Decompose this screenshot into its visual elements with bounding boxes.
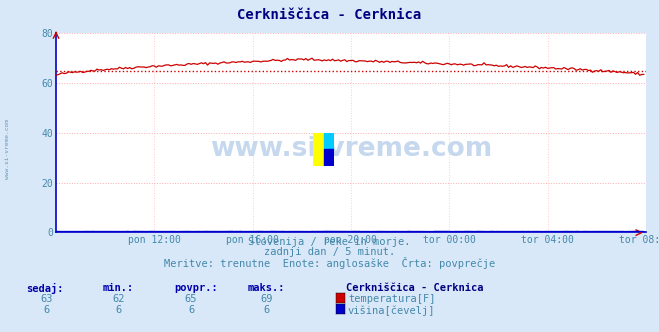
Text: Slovenija / reke in morje.: Slovenija / reke in morje. <box>248 237 411 247</box>
Text: sedaj:: sedaj: <box>26 283 64 294</box>
Text: Meritve: trenutne  Enote: anglosaške  Črta: povprečje: Meritve: trenutne Enote: anglosaške Črta… <box>164 257 495 269</box>
Text: 62: 62 <box>113 294 125 304</box>
Text: 6: 6 <box>43 305 49 315</box>
Text: maks.:: maks.: <box>247 283 285 293</box>
Text: min.:: min.: <box>102 283 133 293</box>
Text: 6: 6 <box>188 305 194 315</box>
Text: 6: 6 <box>115 305 122 315</box>
Text: 6: 6 <box>264 305 270 315</box>
Text: 65: 65 <box>185 294 197 304</box>
Text: Cerkniščica - Cerknica: Cerkniščica - Cerknica <box>346 283 484 293</box>
Text: višina[čevelj]: višina[čevelj] <box>348 305 436 316</box>
Text: zadnji dan / 5 minut.: zadnji dan / 5 minut. <box>264 247 395 257</box>
Bar <box>324 149 334 166</box>
Text: www.si-vreme.com: www.si-vreme.com <box>210 136 492 162</box>
Text: 69: 69 <box>261 294 273 304</box>
Text: povpr.:: povpr.: <box>175 283 218 293</box>
Text: Cerkniščica - Cerknica: Cerkniščica - Cerknica <box>237 8 422 22</box>
Text: 63: 63 <box>40 294 52 304</box>
Bar <box>324 133 334 149</box>
Text: www.si-vreme.com: www.si-vreme.com <box>5 120 11 179</box>
Bar <box>313 133 324 166</box>
Text: temperatura[F]: temperatura[F] <box>348 294 436 304</box>
